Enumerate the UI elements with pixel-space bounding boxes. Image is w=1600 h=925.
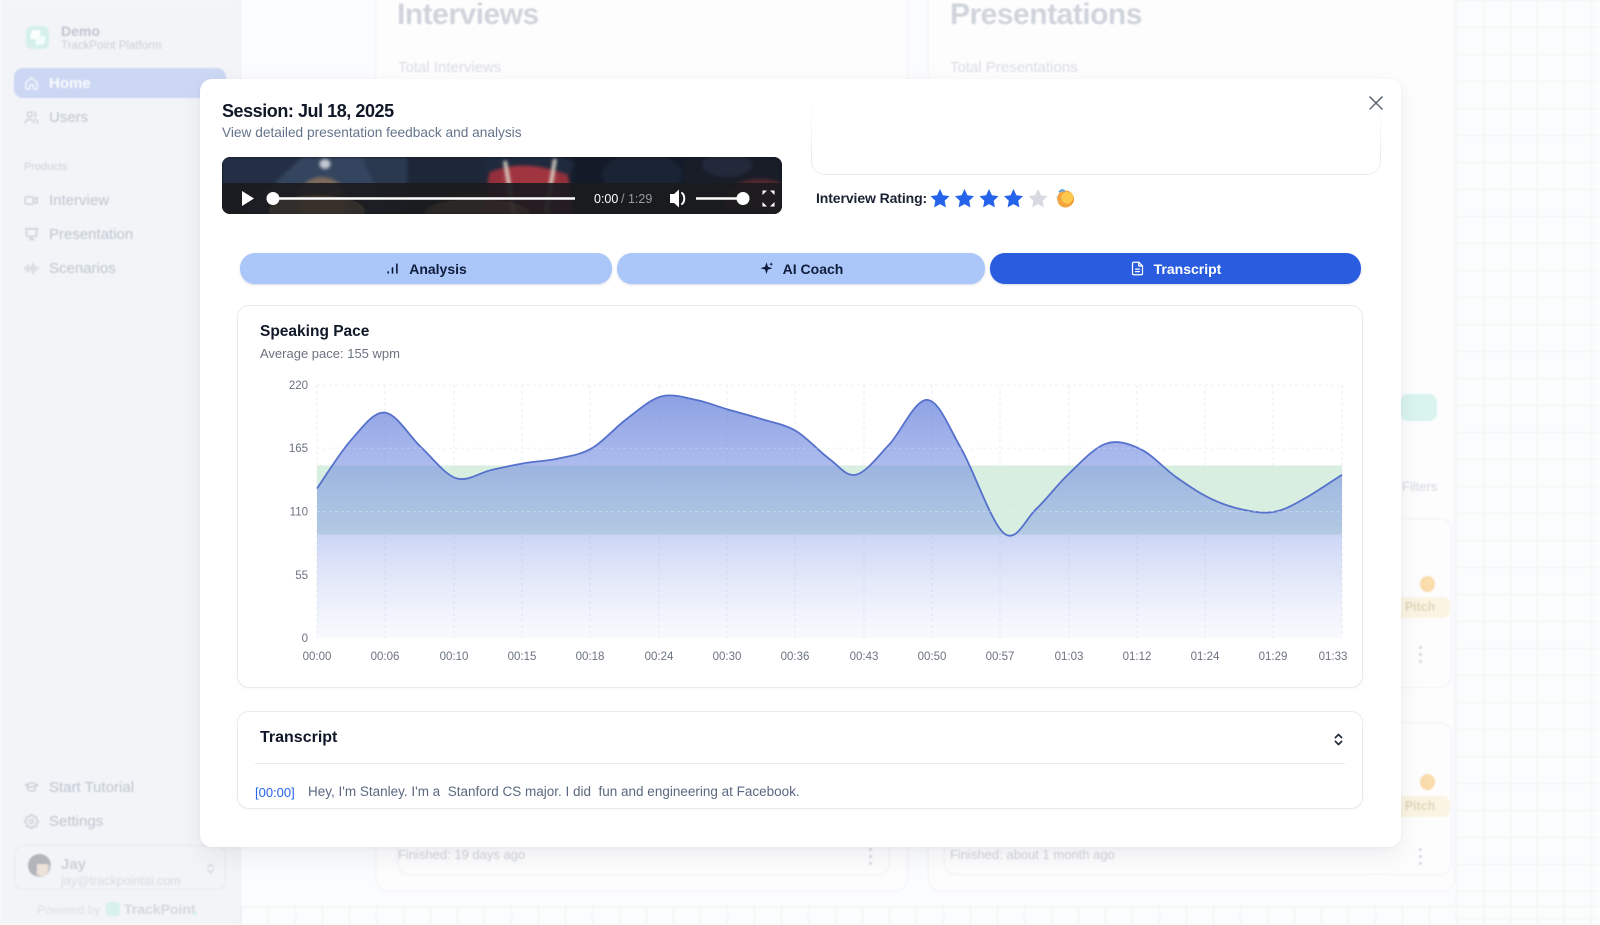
svg-text:00:10: 00:10 xyxy=(440,651,469,663)
svg-text:00:24: 00:24 xyxy=(645,651,674,663)
svg-text:00:15: 00:15 xyxy=(508,651,537,663)
svg-text:01:12: 01:12 xyxy=(1123,651,1152,663)
svg-text:/ 1:29: / 1:29 xyxy=(621,192,652,206)
svg-text:01:24: 01:24 xyxy=(1191,651,1220,663)
svg-text:0: 0 xyxy=(302,633,308,645)
svg-text:00:43: 00:43 xyxy=(850,651,879,663)
svg-text:01:03: 01:03 xyxy=(1055,651,1084,663)
svg-text:00:18: 00:18 xyxy=(576,651,605,663)
svg-text:110: 110 xyxy=(290,507,308,519)
svg-text:00:36: 00:36 xyxy=(781,651,810,663)
svg-text:00:57: 00:57 xyxy=(986,651,1015,663)
svg-text:0:00: 0:00 xyxy=(594,192,618,206)
svg-text:01:29: 01:29 xyxy=(1259,651,1288,663)
svg-text:00:30: 00:30 xyxy=(713,651,742,663)
svg-text:00:50: 00:50 xyxy=(918,651,947,663)
svg-text:01:33: 01:33 xyxy=(1319,651,1348,663)
svg-text:165: 165 xyxy=(289,443,308,455)
svg-text:00:06: 00:06 xyxy=(371,651,400,663)
svg-text:220: 220 xyxy=(289,380,308,392)
svg-text:00:00: 00:00 xyxy=(303,651,332,663)
svg-text:55: 55 xyxy=(295,570,308,582)
